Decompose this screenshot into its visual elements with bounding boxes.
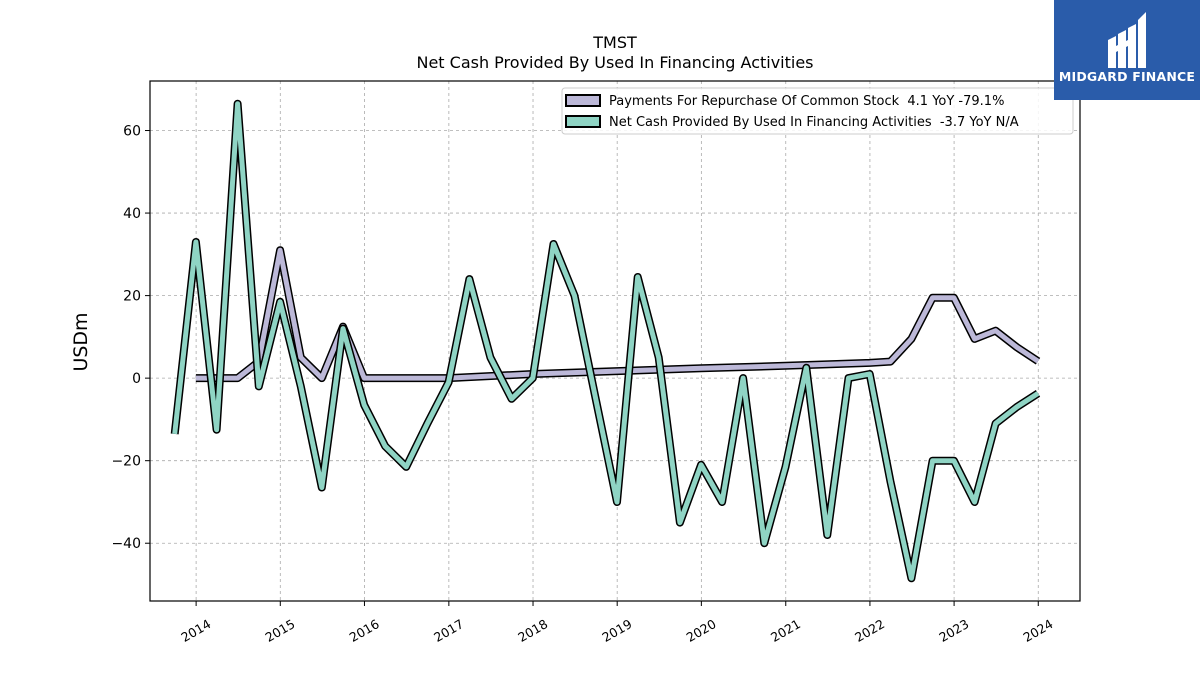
legend-label-0: Payments For Repurchase Of Common Stock … (609, 94, 1004, 109)
legend-box (561, 87, 1074, 135)
brand-name: MIDGARD FINANCE (1058, 69, 1196, 84)
y-tick-label: 20 (123, 289, 141, 305)
x-tick-label: 2014 (178, 616, 213, 645)
y-axis-label: USDm (70, 312, 92, 371)
y-tick-label: −20 (111, 454, 141, 470)
x-tick-label: 2019 (599, 616, 634, 645)
y-tick-label: −40 (111, 536, 141, 552)
x-tick-label: 2020 (684, 616, 719, 645)
brand-logo: MIDGARD FINANCE (1054, 0, 1200, 100)
x-tick-label: 2018 (515, 616, 550, 645)
chart-subtitle: Net Cash Provided By Used In Financing A… (416, 53, 813, 72)
legend-label-1: Net Cash Provided By Used In Financing A… (609, 115, 1019, 130)
legend: Payments For Repurchase Of Common Stock … (561, 87, 1074, 135)
legend-swatch-0 (565, 94, 601, 107)
x-tick-label: 2016 (347, 616, 382, 645)
legend-swatch-1 (565, 115, 601, 128)
x-tick-label: 2017 (431, 616, 466, 645)
plot-frame (149, 80, 1081, 602)
y-tick-label: 60 (123, 124, 141, 140)
series-lines (170, 99, 1041, 583)
chart-title: TMST (592, 33, 637, 52)
x-tick-label: 2023 (936, 616, 971, 645)
x-tick-label: 2021 (768, 616, 803, 645)
y-tick-label: 0 (132, 371, 141, 387)
x-tick-label: 2022 (852, 616, 887, 645)
midgard-finance-logo-icon (1108, 12, 1146, 68)
y-tick-label: 40 (123, 206, 141, 222)
x-tick-label: 2015 (263, 616, 298, 645)
series-1-line (172, 101, 1040, 581)
grid (150, 81, 1080, 601)
series-0-line (195, 247, 1040, 381)
x-tick-label: 2024 (1020, 616, 1055, 645)
